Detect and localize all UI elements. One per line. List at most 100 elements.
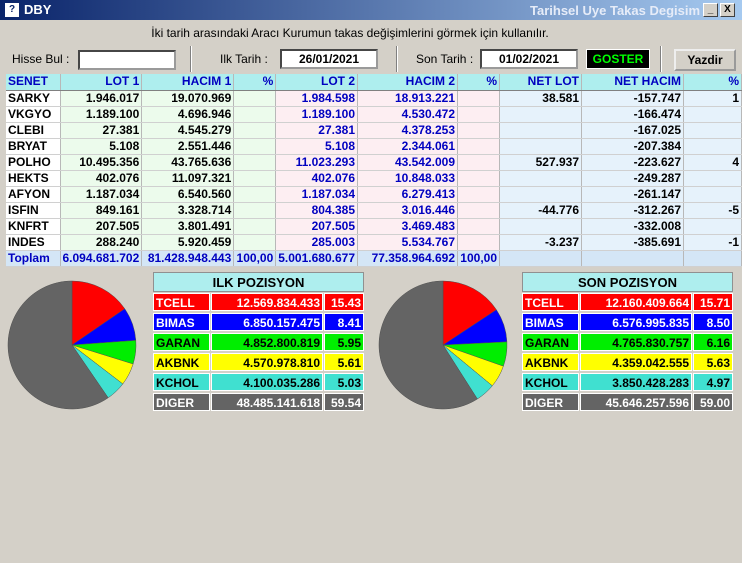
hisse-label: Hisse Bul : bbox=[12, 52, 70, 66]
col-header-hacim2[interactable]: HACIM 2 bbox=[357, 74, 458, 91]
son-tarih-label: Son Tarih : bbox=[416, 52, 474, 66]
position-value: 48.485.141.618 bbox=[211, 393, 323, 411]
senet-cell: ISFIN bbox=[6, 202, 61, 219]
position-percent: 59.54 bbox=[324, 393, 364, 411]
table-cell bbox=[233, 90, 277, 107]
table-cell bbox=[457, 170, 500, 187]
table-cell: 1.189.100 bbox=[275, 106, 358, 123]
table-cell bbox=[233, 234, 277, 251]
position-value: 45.646.257.596 bbox=[580, 393, 692, 411]
table-cell: 207.505 bbox=[60, 218, 143, 235]
table-row[interactable]: ISFIN 849.161 3.328.714 804.385 3.016.446 -44… bbox=[6, 202, 742, 219]
table-cell: 288.240 bbox=[60, 234, 143, 251]
total-cell: 100,00 bbox=[457, 250, 500, 267]
table-cell bbox=[457, 138, 500, 155]
table-cell bbox=[499, 138, 582, 155]
table-row[interactable]: AFYON 1.187.034 6.540.560 1.187.034 6.279.41… bbox=[6, 186, 742, 203]
total-cell: 77.358.964.692 bbox=[357, 250, 458, 267]
table-cell: 18.913.221 bbox=[357, 90, 458, 107]
position-value: 6.576.995.835 bbox=[580, 313, 692, 331]
table-cell: 6.540.560 bbox=[141, 186, 235, 203]
total-cell: 100,00 bbox=[233, 250, 277, 267]
col-header-net-hacim[interactable]: NET HACIM bbox=[581, 74, 684, 91]
ilk-tarih-input[interactable]: 26/01/2021 bbox=[280, 49, 378, 69]
table-cell: 804.385 bbox=[275, 202, 358, 219]
title-bar[interactable]: ? DBY Tarihsel Uye Takas Degisim _ X bbox=[0, 0, 742, 20]
separator bbox=[190, 46, 192, 72]
takas-table[interactable]: SENET LOT 1 HACIM 1 % LOT 2 HACIM 2 % NE… bbox=[6, 74, 742, 267]
position-symbol: GARAN bbox=[522, 333, 579, 351]
table-cell bbox=[499, 186, 582, 203]
table-cell: 1.984.598 bbox=[275, 90, 358, 107]
yazdir-button[interactable]: Yazdir bbox=[674, 49, 736, 71]
position-value: 4.570.978.810 bbox=[211, 353, 323, 371]
table-cell: 3.016.446 bbox=[357, 202, 458, 219]
table-row[interactable]: HEKTS 402.076 11.097.321 402.076 10.848.033-… bbox=[6, 170, 742, 187]
table-cell: 1 bbox=[683, 90, 742, 107]
table-row[interactable]: CLEBI 27.381 4.545.279 27.381 4.378.253 -167.… bbox=[6, 122, 742, 139]
table-row[interactable]: KNFRT 207.505 3.801.491 207.505 3.469.483 -33… bbox=[6, 218, 742, 235]
col-header-hacim1[interactable]: HACIM 1 bbox=[141, 74, 235, 91]
son-tarih-input[interactable]: 01/02/2021 bbox=[480, 49, 578, 69]
col-header-net-lot[interactable]: NET LOT bbox=[499, 74, 582, 91]
total-cell bbox=[581, 250, 684, 267]
close-button[interactable]: X bbox=[720, 3, 735, 17]
pie-slice-tcell bbox=[71, 280, 126, 346]
table-row[interactable]: VKGYO 1.189.100 4.696.946 1.189.100 4.530.47… bbox=[6, 106, 742, 123]
col-header-senet[interactable]: SENET bbox=[6, 74, 61, 91]
table-row[interactable]: POLHO 10.495.356 43.765.636 11.023.293 43.54… bbox=[6, 154, 742, 171]
table-cell: 285.003 bbox=[275, 234, 358, 251]
table-cell: 19.070.969 bbox=[141, 90, 235, 107]
table-cell: 4.545.279 bbox=[141, 122, 235, 139]
table-cell bbox=[499, 170, 582, 187]
ilk-tarih-label: Ilk Tarih : bbox=[220, 52, 268, 66]
goster-button[interactable]: GOSTER bbox=[586, 49, 650, 69]
senet-cell: POLHO bbox=[6, 154, 61, 171]
table-cell: 1.187.034 bbox=[275, 186, 358, 203]
table-cell bbox=[457, 122, 500, 139]
table-cell: 849.161 bbox=[60, 202, 143, 219]
table-row[interactable]: INDES 288.240 5.920.459 285.003 5.534.767 -3.… bbox=[6, 234, 742, 251]
table-cell: 11.097.321 bbox=[141, 170, 235, 187]
position-percent: 15.43 bbox=[324, 293, 364, 311]
table-cell bbox=[683, 122, 742, 139]
table-cell: 3.469.483 bbox=[357, 218, 458, 235]
position-symbol: AKBNK bbox=[153, 353, 210, 371]
col-header-net-pct[interactable]: % bbox=[683, 74, 742, 91]
table-cell: -332.008 bbox=[581, 218, 684, 235]
table-cell bbox=[233, 186, 277, 203]
table-cell: -5 bbox=[683, 202, 742, 219]
hisse-search-input[interactable] bbox=[78, 50, 176, 70]
col-header-lot1[interactable]: LOT 1 bbox=[60, 74, 143, 91]
position-percent: 5.63 bbox=[693, 353, 733, 371]
position-symbol: DIGER bbox=[522, 393, 579, 411]
col-header-pct1[interactable]: % bbox=[233, 74, 277, 91]
table-cell: 5.534.767 bbox=[357, 234, 458, 251]
pie-slice-diger bbox=[378, 280, 478, 410]
position-value: 4.359.042.555 bbox=[580, 353, 692, 371]
table-cell bbox=[233, 122, 277, 139]
table-cell bbox=[233, 138, 277, 155]
col-header-lot2[interactable]: LOT 2 bbox=[275, 74, 358, 91]
table-cell: 43.765.636 bbox=[141, 154, 235, 171]
minimize-button[interactable]: _ bbox=[703, 3, 718, 17]
son-pozisyon-title: SON POZISYON bbox=[522, 272, 733, 292]
table-row[interactable]: SARKY 1.946.017 19.070.969 1.984.598 18.913.… bbox=[6, 90, 742, 107]
table-row[interactable]: BRYAT 5.108 2.551.446 5.108 2.344.061 -207.38… bbox=[6, 138, 742, 155]
position-symbol: DIGER bbox=[153, 393, 210, 411]
position-symbol: KCHOL bbox=[522, 373, 579, 391]
table-cell: 402.076 bbox=[275, 170, 358, 187]
position-symbol: TCELL bbox=[522, 293, 579, 311]
total-cell bbox=[499, 250, 582, 267]
table-cell: -1 bbox=[683, 234, 742, 251]
total-row: Toplam 6.094.681.702 81.428.948.443 100,00 5… bbox=[6, 250, 742, 267]
position-value: 12.569.834.433 bbox=[211, 293, 323, 311]
col-header-pct2[interactable]: % bbox=[457, 74, 500, 91]
table-cell: -207.384 bbox=[581, 138, 684, 155]
table-cell: 10.848.033 bbox=[357, 170, 458, 187]
table-cell: 1.189.100 bbox=[60, 106, 143, 123]
senet-cell: KNFRT bbox=[6, 218, 61, 235]
app-icon[interactable]: ? bbox=[5, 3, 19, 17]
table-cell: -157.747 bbox=[581, 90, 684, 107]
table-cell: 3.801.491 bbox=[141, 218, 235, 235]
